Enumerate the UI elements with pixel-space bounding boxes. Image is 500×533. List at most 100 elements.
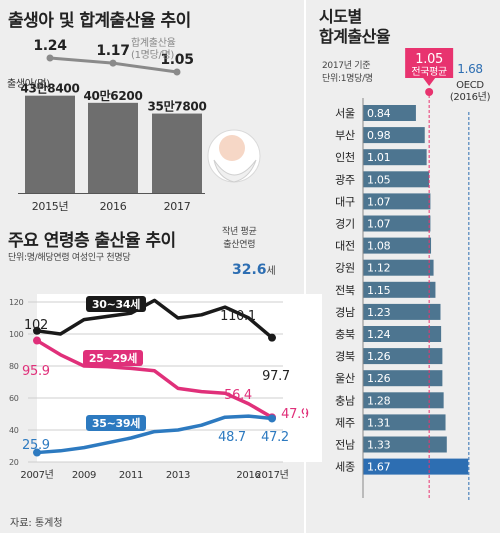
region-category-label: 경기 — [335, 218, 355, 231]
rate-label: 1.17 — [96, 43, 129, 59]
births-chart-title: 출생아 및 합계출산율 추이 — [8, 11, 191, 31]
oecd-caption-line1: OECD — [456, 80, 484, 91]
age-y-tick: 60 — [9, 394, 19, 403]
region-category-label: 충남 — [335, 394, 355, 407]
age-label-35-39-first: 25.9 — [22, 438, 50, 453]
region-value-label: 1.67 — [367, 461, 391, 474]
births-bar — [152, 113, 202, 193]
births-bar-label: 40만6200 — [83, 88, 142, 103]
region-category-label: 경남 — [335, 306, 355, 319]
region-category-label: 충북 — [335, 328, 355, 341]
age-series-tag — [83, 350, 143, 366]
rate-point — [109, 59, 117, 67]
region-category-label: 광주 — [335, 173, 355, 186]
age-label-25-29-2017: 47.9 — [281, 407, 309, 422]
baby-blanket-icon — [213, 159, 257, 183]
age-label-25-29-2016: 56.4 — [224, 388, 252, 403]
region-unit-line2: 단위:1명당/명 — [322, 74, 373, 84]
age-series-name: 25~29세 — [89, 351, 137, 365]
age-label-30-34-2017: 97.7 — [262, 369, 290, 384]
region-bar — [363, 215, 431, 232]
rate-legend-line2: (1명당/명) — [131, 49, 174, 61]
region-category-label: 제주 — [335, 416, 355, 429]
region-value-label: 1.31 — [367, 416, 390, 429]
age-series-line — [36, 298, 274, 340]
region-value-label: 1.01 — [367, 151, 390, 164]
region-bar — [363, 303, 441, 320]
region-value-label: 1.23 — [367, 306, 391, 319]
region-title-line1: 시도별 — [319, 7, 362, 26]
births-bar — [88, 102, 138, 193]
births-bar-label: 43만8400 — [20, 81, 79, 96]
age-x-tick: 2017년 — [255, 469, 288, 481]
births-x-tick: 2017 — [164, 200, 191, 213]
age-series-tag — [86, 415, 146, 431]
age-x-tick: 2009 — [72, 470, 96, 481]
region-category-label: 대전 — [335, 240, 355, 253]
age-label-35-39-2017: 47.2 — [261, 430, 289, 445]
region-category-label: 대구 — [335, 195, 355, 208]
age-series-start-point — [33, 326, 41, 335]
region-category-label: 전남 — [335, 439, 355, 452]
births-bar — [25, 95, 75, 193]
national-average-caption: 전국평균 — [411, 66, 447, 78]
age-y-tick: 20 — [9, 458, 19, 467]
rate-point — [173, 68, 181, 76]
region-chart-title: 시도별 합계출산율 — [319, 7, 391, 47]
region-value-label: 1.24 — [367, 328, 391, 341]
region-value-label: 1.07 — [367, 195, 391, 208]
region-value-label: 1.33 — [367, 439, 391, 452]
region-value-label: 1.15 — [367, 284, 391, 297]
region-value-label: 1.26 — [367, 350, 391, 363]
region-category-label: 강원 — [335, 262, 355, 275]
region-bar — [363, 171, 430, 188]
rate-label: 1.05 — [160, 52, 193, 68]
region-bar — [363, 370, 443, 387]
region-category-label: 경북 — [335, 350, 355, 363]
age-x-tick: 2013 — [166, 470, 190, 481]
age-y-tick: 100 — [9, 330, 24, 339]
avg-age-number: 32.6 — [232, 262, 267, 278]
age-y-tick: 120 — [9, 298, 24, 307]
region-bar — [363, 392, 444, 409]
region-bar — [363, 105, 416, 121]
region-bar — [363, 414, 446, 431]
region-category-label: 전북 — [335, 284, 355, 297]
national-average-dot — [425, 88, 434, 96]
age-x-tick: 2011 — [119, 470, 143, 481]
region-bar — [363, 281, 436, 298]
births-bar-label: 35만7800 — [147, 99, 206, 114]
region-value-label: 0.98 — [367, 129, 391, 142]
region-value-label: 1.07 — [367, 218, 391, 231]
avg-age-unit: 세 — [266, 266, 276, 277]
age-series-end-point — [268, 414, 276, 423]
age-series-name: 35~39세 — [92, 416, 140, 430]
region-bar — [363, 259, 434, 276]
rate-point — [46, 54, 54, 62]
rate-legend-line1: 합계출산율 — [131, 37, 176, 49]
region-value-label: 1.05 — [367, 173, 391, 186]
region-bar — [363, 127, 425, 144]
births-x-tick: 2016 — [100, 200, 127, 213]
source-note: 자료: 통계청 — [10, 518, 63, 529]
region-category-label: 울산 — [335, 372, 355, 385]
births-x-tick: 2015년 — [32, 200, 69, 213]
avg-age-value: 32.6세 — [232, 262, 276, 278]
age-series-name: 30~34세 — [92, 297, 140, 311]
age-series-line — [36, 414, 273, 455]
births-legend: 출생아(명) — [7, 78, 50, 90]
region-bar — [363, 149, 427, 166]
region-bar — [363, 348, 443, 365]
region-category-label: 부산 — [335, 129, 355, 142]
national-average-marker — [405, 48, 454, 86]
region-category-label: 인천 — [335, 150, 355, 164]
age-label-30-34-first: 102 — [24, 318, 48, 333]
region-title-line2: 합계출산율 — [319, 27, 391, 46]
age-y-tick: 80 — [9, 362, 19, 371]
region-bar — [363, 326, 442, 342]
avg-age-label: 작년 평균 출산연령 — [222, 226, 257, 252]
region-bar — [363, 193, 431, 210]
region-unit-line1: 2017년 기준 — [322, 61, 371, 71]
avg-age-label-line2: 출산연령 — [223, 240, 256, 250]
